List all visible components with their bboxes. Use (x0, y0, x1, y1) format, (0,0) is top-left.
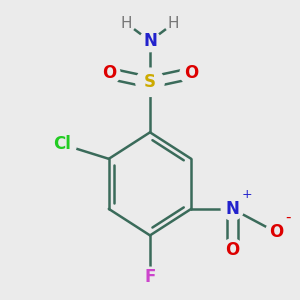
Text: -: - (285, 210, 291, 225)
Text: F: F (144, 268, 156, 286)
Circle shape (98, 62, 120, 85)
Circle shape (118, 15, 135, 32)
Circle shape (180, 62, 203, 85)
Text: O: O (225, 241, 240, 259)
Circle shape (141, 267, 159, 286)
Text: H: H (121, 16, 132, 31)
Circle shape (47, 129, 76, 159)
Text: Cl: Cl (53, 135, 70, 153)
Circle shape (266, 221, 288, 244)
Circle shape (165, 15, 182, 32)
Text: O: O (184, 64, 198, 82)
Text: N: N (226, 200, 239, 218)
Text: S: S (144, 73, 156, 91)
Circle shape (221, 198, 244, 220)
Circle shape (140, 31, 160, 52)
Text: O: O (269, 224, 284, 242)
Text: H: H (168, 16, 179, 31)
Text: N: N (143, 32, 157, 50)
Text: +: + (241, 188, 252, 201)
Text: O: O (102, 64, 116, 82)
Circle shape (221, 239, 244, 261)
Circle shape (136, 68, 164, 96)
